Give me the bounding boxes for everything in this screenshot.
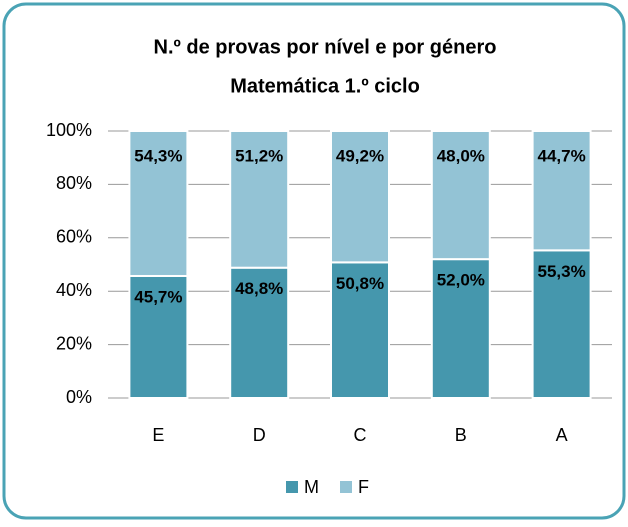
- bar-segment: [531, 249, 592, 399]
- data-label: 52,0%: [437, 271, 485, 290]
- x-tick-label: E: [152, 425, 164, 445]
- bar-segment: [229, 130, 290, 269]
- data-label: 48,0%: [437, 146, 485, 165]
- data-label: 51,2%: [235, 146, 283, 165]
- y-tick-label: 40%: [56, 280, 92, 300]
- y-tick-label: 0%: [66, 387, 92, 407]
- x-tick-label: C: [354, 425, 367, 445]
- chart-title: N.º de provas por nível e por género: [154, 36, 497, 58]
- data-label: 48,8%: [235, 279, 283, 298]
- bar-segment: [531, 130, 592, 252]
- y-tick-label: 60%: [56, 227, 92, 247]
- data-label: 50,8%: [336, 274, 384, 293]
- x-tick-label: B: [455, 425, 467, 445]
- y-tick-label: 100%: [46, 120, 92, 140]
- legend-swatch: [340, 481, 352, 493]
- legend-swatch: [286, 481, 298, 493]
- data-label: 45,7%: [134, 287, 182, 306]
- y-tick-label: 20%: [56, 333, 92, 353]
- bar-segment: [128, 130, 189, 277]
- legend-label: F: [358, 477, 369, 497]
- data-label: 49,2%: [336, 146, 384, 165]
- data-label: 54,3%: [134, 146, 182, 165]
- x-tick-label: D: [253, 425, 266, 445]
- bar-segment: [330, 130, 390, 264]
- chart-subtitle: Matemática 1.º ciclo: [230, 75, 420, 97]
- y-tick-label: 80%: [56, 173, 92, 193]
- data-label: 55,3%: [537, 262, 585, 281]
- data-label: 44,7%: [537, 146, 585, 165]
- legend-label: M: [304, 477, 319, 497]
- bar-segment: [430, 130, 491, 261]
- x-tick-label: A: [556, 425, 568, 445]
